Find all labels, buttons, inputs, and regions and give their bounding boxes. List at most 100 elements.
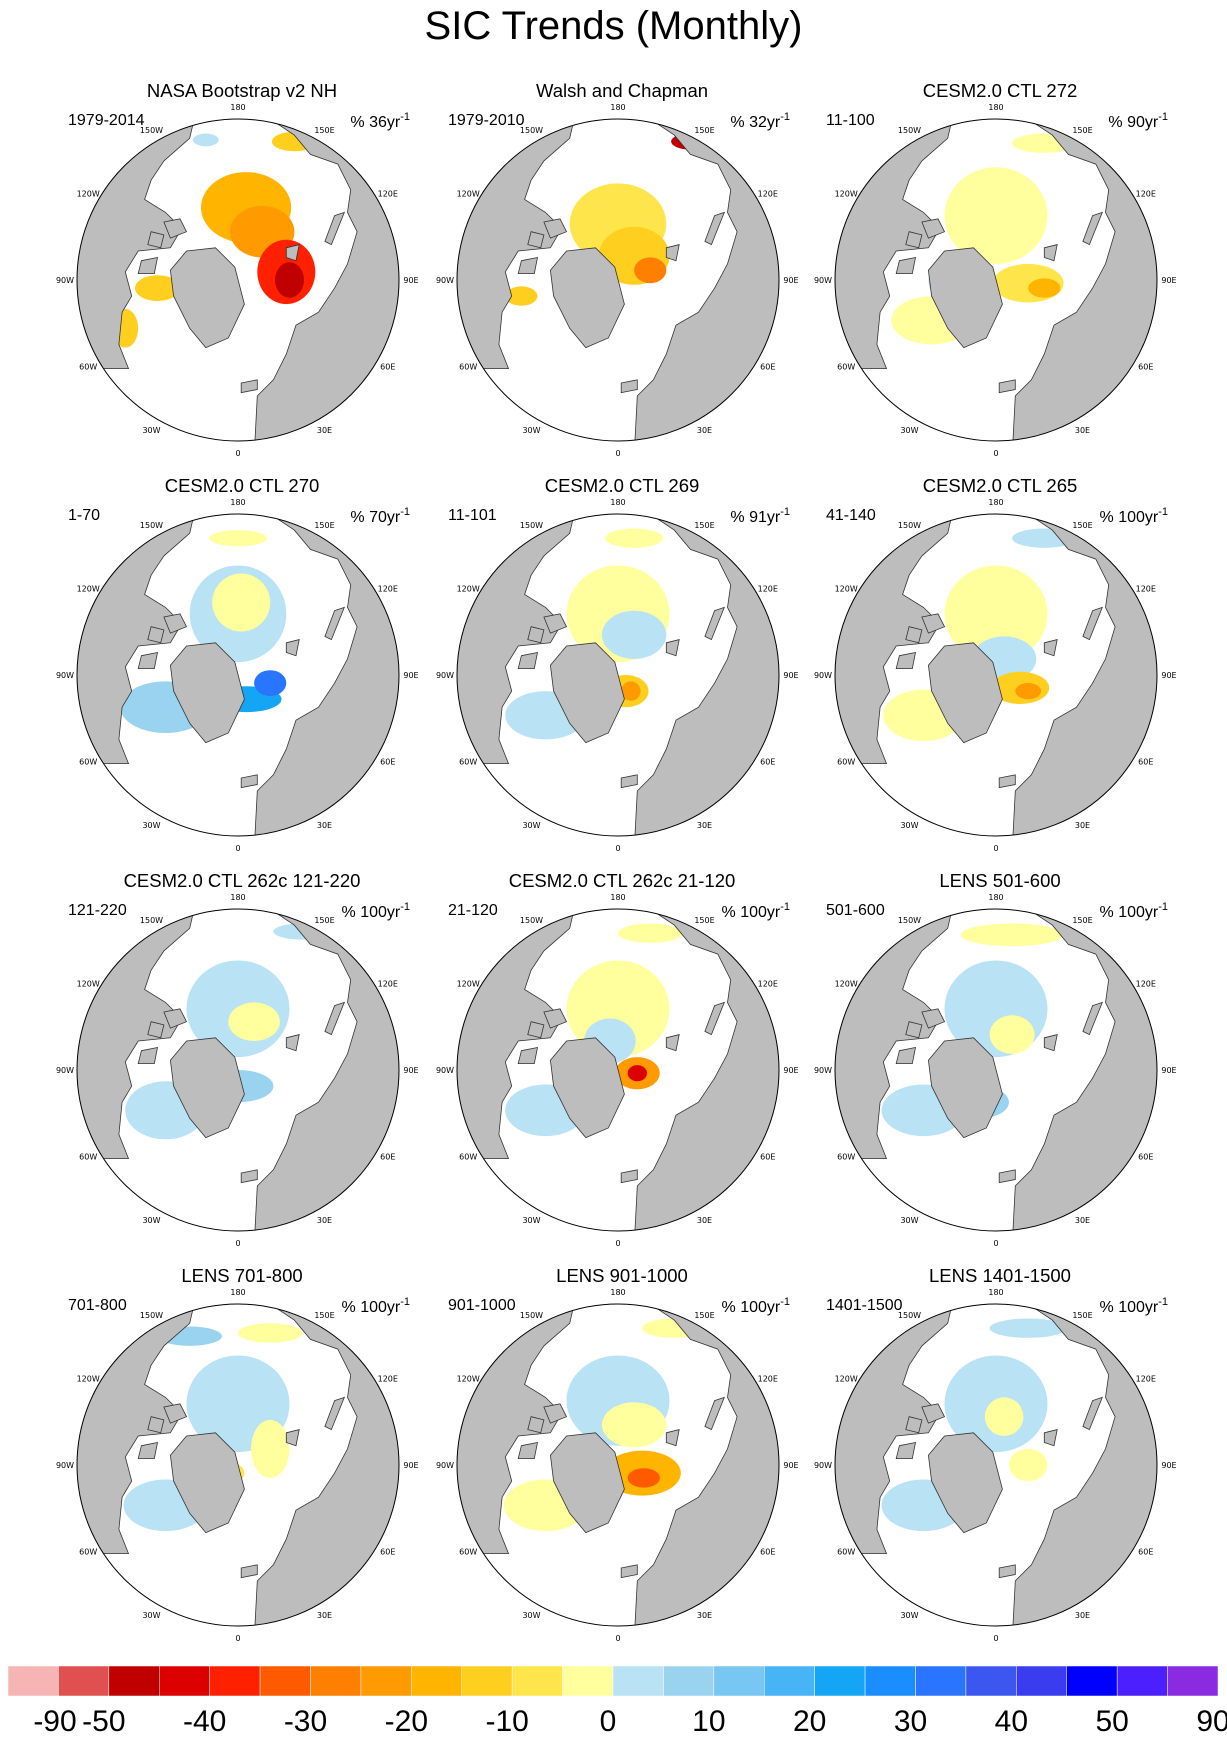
colorbar-swatch	[713, 1666, 765, 1696]
longitude-label: 90E	[783, 1066, 798, 1075]
longitude-label: 180	[610, 893, 625, 902]
longitude-label: 90W	[436, 276, 454, 285]
land-mass	[543, 613, 568, 634]
colorbar-tick-label: 50	[1095, 1705, 1129, 1738]
map-boundary	[76, 118, 400, 442]
longitude-label: 90W	[814, 1066, 832, 1075]
panel-title: CESM2.0 CTL 272	[922, 80, 1078, 101]
panel-units: % 32yr-1	[730, 107, 790, 133]
map-panel: 180 150E 120E 90E 60E 30E 0 30W 60W 90W 120W 150W CE…	[54, 475, 430, 871]
longitude-label: 120E	[758, 190, 778, 199]
longitude-label: 0	[235, 1239, 240, 1248]
trend-area	[212, 573, 271, 632]
trend-area	[960, 923, 1064, 947]
colorbar-tick-label: 20	[792, 1705, 827, 1738]
colorbar-tick-label: -30	[283, 1705, 328, 1738]
land-mass	[169, 247, 245, 349]
trend-area	[605, 528, 664, 548]
land-mass	[549, 1037, 625, 1139]
land-mass	[620, 1169, 638, 1184]
panel-period: 21-120	[448, 902, 498, 919]
land-mass	[704, 1396, 725, 1431]
longitude-label: 30E	[697, 821, 712, 830]
colorbar-swatch	[461, 1666, 513, 1696]
land-mass	[240, 1564, 258, 1579]
longitude-label: 30E	[1075, 426, 1090, 435]
longitude-label: 0	[235, 844, 240, 853]
colorbar-tick-label: 0	[599, 1705, 617, 1738]
map-panel: 180 150E 120E 90E 60E 30E 0 30W 60W 90W 120W 150W LE…	[812, 1265, 1188, 1661]
longitude-label: 150W	[898, 1311, 921, 1320]
polar-map: 180 150E 120E 90E 60E 30E 0 30W 60W 90W 120W 150W	[436, 498, 799, 853]
colorbar	[8, 1666, 1218, 1696]
longitude-label: 90W	[56, 276, 74, 285]
trend-area	[1008, 1448, 1048, 1482]
colorbar-swatch	[1116, 1666, 1168, 1696]
panel-title: NASA Bootstrap v2 NH	[146, 80, 338, 101]
longitude-label: 90E	[403, 1461, 418, 1470]
longitude-label: 60E	[1138, 363, 1153, 372]
longitude-label: 30E	[697, 1216, 712, 1225]
longitude-label: 60W	[459, 1153, 477, 1162]
land-mass	[665, 639, 680, 657]
land-mass	[147, 231, 165, 249]
units-exponent: -1	[1158, 111, 1168, 123]
panel-units: % 100yr-1	[342, 1292, 410, 1318]
colorbar-swatch	[764, 1666, 815, 1696]
map-panel: 180 150E 120E 90E 60E 30E 0 30W 60W 90W 120W 150W Wa…	[434, 80, 810, 476]
longitude-label: 30E	[317, 426, 332, 435]
longitude-label: 150W	[140, 916, 163, 925]
land-mass	[169, 642, 245, 744]
polar-map: 180 150E 120E 90E 60E 30E 0 30W 60W 90W 120W 150W	[436, 1288, 799, 1643]
panel-units: % 91yr-1	[730, 502, 790, 528]
land-mass	[147, 626, 165, 644]
units-exponent: -1	[1158, 901, 1168, 913]
panel-period: 11-101	[448, 507, 497, 524]
longitude-label: 120E	[1136, 585, 1156, 594]
polar-map: 180 150E 120E 90E 60E 30E 0 30W 60W 90W 120W 150W	[436, 893, 799, 1248]
longitude-label: 120W	[77, 1375, 100, 1384]
panel-period: 1979-2014	[68, 112, 145, 129]
panel-period: 11-100	[826, 112, 875, 129]
land-mass	[163, 1008, 188, 1029]
longitude-label: 60W	[79, 1153, 97, 1162]
trend-area	[228, 1002, 280, 1041]
longitude-label: 0	[235, 449, 240, 458]
land-mass	[527, 1416, 545, 1434]
land-mass	[704, 606, 725, 641]
land-mass	[163, 218, 188, 239]
panel-title: LENS 501-600	[939, 870, 1061, 891]
longitude-label: 150E	[314, 521, 334, 530]
longitude-label: 150E	[314, 1311, 334, 1320]
land-mass	[1043, 1429, 1058, 1447]
longitude-label: 60W	[459, 363, 477, 372]
colorbar-swatch	[1167, 1666, 1218, 1696]
land-mass	[527, 231, 545, 249]
trend-area	[192, 133, 219, 147]
panel-title: CESM2.0 CTL 265	[922, 475, 1078, 496]
longitude-label: 180	[610, 498, 625, 507]
land-mass	[665, 1429, 680, 1447]
longitude-label: 120E	[378, 190, 398, 199]
trend-area	[601, 610, 667, 659]
colorbar-tick-label: -50	[82, 1705, 126, 1738]
panel-title: CESM2.0 CTL 262c 21-120	[508, 870, 736, 891]
panel-period: 121-220	[68, 902, 127, 919]
page-title: SIC Trends (Monthly)	[424, 4, 803, 48]
units-exponent: -1	[780, 1296, 790, 1308]
land-mass	[895, 651, 917, 669]
land-mass	[921, 1403, 946, 1424]
longitude-label: 0	[615, 844, 620, 853]
polar-map: 180 150E 120E 90E 60E 30E 0 30W 60W 90W 120W 150W	[814, 893, 1177, 1248]
colorbar-swatch	[108, 1666, 160, 1696]
panel-units: % 100yr-1	[1100, 897, 1168, 923]
longitude-label: 30W	[900, 821, 918, 830]
land-mass	[517, 256, 539, 274]
map-panel: 180 150E 120E 90E 60E 30E 0 30W 60W 90W 120W 150W CE…	[812, 475, 1188, 871]
longitude-label: 30W	[142, 1611, 160, 1620]
longitude-label: 30W	[522, 426, 540, 435]
land-mass	[921, 1008, 946, 1029]
longitude-label: 120W	[457, 1375, 480, 1384]
panel-units: % 100yr-1	[722, 897, 790, 923]
longitude-label: 120W	[77, 190, 100, 199]
